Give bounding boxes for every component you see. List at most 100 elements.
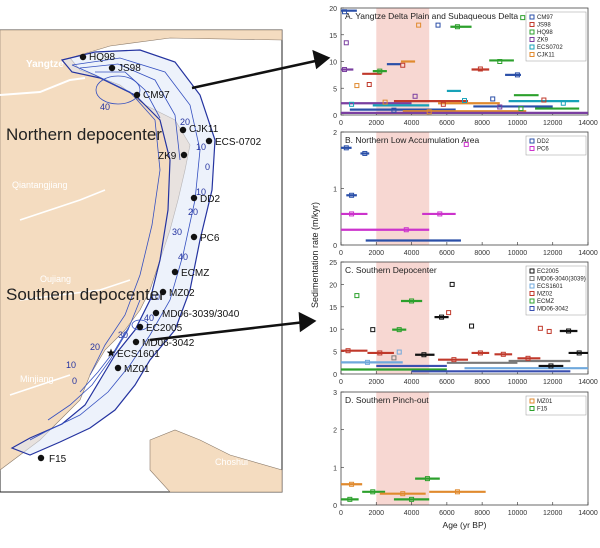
data-point	[382, 99, 388, 105]
x-tick-label: 14000	[578, 510, 598, 517]
data-point	[412, 93, 418, 99]
isopach-label: 0	[205, 162, 210, 172]
isopach-label: 0	[72, 376, 77, 386]
y-tick-label: 0	[333, 243, 337, 250]
site-marker: CJK11	[179, 124, 219, 135]
site-label: DD2	[200, 194, 220, 205]
data-point	[537, 325, 543, 331]
data-point	[366, 82, 372, 88]
legend-entry: ECS0702	[537, 45, 563, 51]
y-tick-label: 15	[329, 305, 337, 312]
data-point	[362, 150, 368, 156]
y-tick-label: 0	[333, 113, 337, 120]
chart-panel-B: 0 1 2 0 2000 4000 6000 8000 10000 12000 14000 B. No…	[333, 130, 598, 257]
data-point	[349, 211, 355, 217]
x-tick-label: 0	[339, 510, 343, 517]
chart-panel-D: 0 1 2 3 0 2000 4000 6000 8000 10000 12000 14000 D. S…	[333, 390, 598, 517]
site-marker: F15	[37, 454, 67, 465]
x-tick-label: 14000	[578, 250, 598, 257]
legend-box	[525, 135, 587, 156]
data-point	[377, 350, 383, 356]
site-label: EC2005	[146, 323, 183, 334]
legend-entry: MZ01	[537, 399, 553, 405]
legend-entry: ECMZ	[537, 299, 554, 305]
southern-depocenter-label: Southern depocenter	[6, 285, 165, 304]
y-tick-label: 10	[329, 60, 337, 67]
chart-panel-C: 0 5 10 15 20 25 0 2000 4000 6000 8000 10000 12000 140…	[329, 260, 598, 386]
qiantangjiang-label: Qiantangjiang	[12, 180, 68, 190]
site-dot	[205, 137, 213, 145]
data-point	[377, 68, 383, 74]
arrow-north	[191, 58, 321, 90]
legend-entry: DD2	[537, 139, 550, 145]
data-point	[560, 100, 566, 106]
data-point	[514, 72, 520, 78]
isopach-label: 30	[118, 330, 128, 340]
site-dot	[133, 91, 141, 99]
plot-frame	[340, 261, 589, 375]
yangtze-river	[0, 77, 86, 96]
data-point	[541, 97, 547, 103]
y-tick-label: 20	[329, 6, 337, 13]
data-point	[370, 327, 376, 333]
data-point	[497, 104, 503, 110]
legend-swatch	[529, 138, 535, 144]
y-tick-label: 15	[329, 33, 337, 40]
data-point	[435, 22, 441, 28]
legend-entry: F15	[537, 407, 548, 413]
oujiang-label: Oujiang	[40, 274, 71, 284]
data-point	[424, 476, 430, 482]
site-label: MD06-3039/3040	[162, 309, 240, 320]
site-dot	[159, 288, 167, 296]
minjiang-river	[9, 374, 71, 396]
site-label: F15	[49, 454, 67, 465]
site-dot	[171, 268, 179, 276]
site-dot	[190, 194, 198, 202]
site-dot	[136, 323, 144, 331]
panel-title: B. Northern Low Accumulation Area	[345, 135, 479, 145]
x-tick-label: 12000	[543, 120, 563, 127]
data-point	[576, 350, 582, 356]
northern-depocenter-label: Northern depocenter	[6, 125, 162, 144]
x-tick-label: 12000	[543, 510, 563, 517]
legend-box	[525, 11, 587, 62]
x-tick-label: 0	[339, 120, 343, 127]
data-point	[500, 351, 506, 357]
data-point	[349, 101, 355, 107]
data-point	[454, 24, 460, 30]
site-marker: JS98	[108, 63, 141, 74]
legend-swatch	[529, 291, 535, 296]
isopach-label: 40	[144, 313, 154, 323]
data-point	[343, 40, 349, 46]
y-tick-label: 0	[333, 372, 337, 379]
data-point	[396, 349, 402, 355]
legend-box	[525, 395, 587, 416]
x-tick-label: 8000	[474, 250, 490, 257]
data-point	[449, 281, 455, 287]
data-point	[349, 192, 355, 198]
arrow-south	[149, 320, 306, 342]
site-label: CM97	[143, 90, 170, 101]
x-tick-label: 14000	[578, 120, 598, 127]
data-point	[400, 491, 406, 497]
isopach-label: 20	[188, 207, 198, 217]
site-label: MZ02	[169, 288, 195, 299]
site-label: ECS1601	[117, 349, 160, 360]
qiantangjiang-river	[19, 189, 106, 221]
data-point	[409, 496, 415, 502]
legend-swatch	[529, 276, 535, 281]
x-tick-label: 10000	[508, 250, 528, 257]
data-point	[446, 310, 452, 316]
y-tick-label: 1	[333, 465, 337, 472]
x-tick-label: 8000	[474, 379, 490, 386]
x-tick-label: 6000	[439, 379, 455, 386]
highlight-band	[376, 262, 430, 374]
legend: MZ01 F15	[525, 395, 587, 416]
y-tick-label: 5	[333, 86, 337, 93]
legend-entry: EC2005	[537, 269, 559, 275]
site-label: MD06-3042	[142, 338, 195, 349]
data-point	[546, 328, 552, 334]
site-star-icon	[106, 348, 116, 357]
